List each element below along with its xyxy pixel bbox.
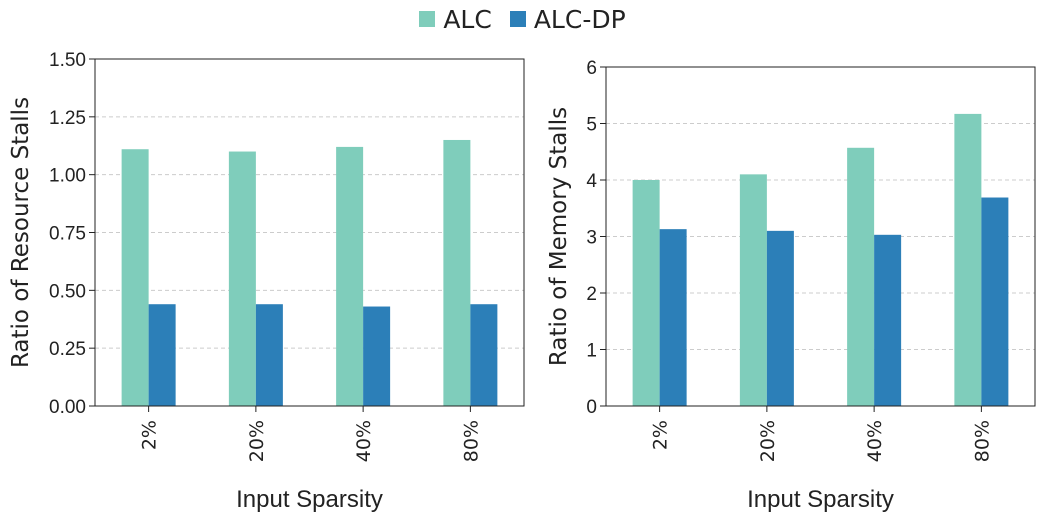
chart0-xtick-label: 2% bbox=[139, 420, 161, 450]
chart0-ytick-label: 0.25 bbox=[49, 339, 86, 360]
chart1-xtick-label: 2% bbox=[650, 420, 672, 450]
chart0-bar-alc-dp-0 bbox=[148, 304, 176, 406]
chart0-bar-alc-2 bbox=[336, 146, 364, 406]
chart0-xtick-label: 20% bbox=[246, 420, 268, 462]
chart0-ytick-label: 0.00 bbox=[49, 397, 86, 418]
chart1-ytick-label: 6 bbox=[586, 58, 597, 79]
chart1-ytick-label: 2 bbox=[586, 284, 597, 305]
chart-legend: ALC ALC-DP bbox=[0, 0, 1045, 38]
chart1-ytick-label: 1 bbox=[586, 341, 597, 362]
chart0-ytick-label: 1.00 bbox=[49, 166, 86, 187]
chart0-ytick-label: 0.50 bbox=[49, 281, 86, 302]
chart0-y-axis-label: Ratio of Resource Stalls bbox=[8, 97, 34, 368]
chart1-bar-alc-2 bbox=[847, 147, 875, 407]
chart1-bar-alc-dp-2 bbox=[874, 234, 902, 406]
chart0-xtick-label: 80% bbox=[460, 420, 482, 462]
legend-label-alc: ALC bbox=[443, 4, 492, 34]
chart0-xtick-label: 40% bbox=[353, 420, 375, 462]
chart0-bar-alc-1 bbox=[228, 151, 256, 406]
chart0-bar-alc-dp-3 bbox=[470, 304, 498, 406]
chart1-bar-alc-3 bbox=[954, 113, 982, 407]
legend-label-alc-dp: ALC-DP bbox=[533, 4, 626, 34]
chart1-bar-alc-0 bbox=[632, 180, 660, 406]
chart1-bar-alc-1 bbox=[739, 174, 767, 406]
chart0-bar-alc-0 bbox=[121, 149, 149, 406]
chart1-bar-alc-dp-3 bbox=[981, 197, 1009, 406]
chart0-ytick-label: 0.75 bbox=[49, 224, 86, 245]
chart1-ytick-label: 0 bbox=[586, 397, 597, 418]
chart0-ytick-label: 1.50 bbox=[49, 50, 86, 71]
legend-swatch-alc bbox=[419, 11, 436, 27]
chart1-xtick-label: 40% bbox=[864, 420, 886, 462]
chart1-bar-alc-dp-0 bbox=[659, 229, 687, 406]
chart1-x-axis-label: Input Sparsity bbox=[747, 486, 894, 513]
chart1-xtick-label: 80% bbox=[971, 420, 993, 462]
chart1-axes-frame bbox=[605, 66, 1036, 407]
chart0-bar-alc-dp-2 bbox=[363, 306, 391, 406]
chart1-y-axis-label: Ratio of Memory Stalls bbox=[546, 107, 572, 366]
chart0-bar-alc-3 bbox=[443, 139, 471, 406]
chart1-bar-alc-dp-1 bbox=[766, 230, 794, 406]
chart0-bar-alc-dp-1 bbox=[255, 304, 283, 406]
chart1-ytick-label: 3 bbox=[586, 228, 597, 249]
legend-item-alc: ALC bbox=[419, 5, 492, 34]
chart1-xtick-label: 20% bbox=[757, 420, 779, 462]
chart1-ytick-label: 5 bbox=[586, 115, 597, 136]
legend-swatch-alc-dp bbox=[509, 11, 526, 27]
chart0-x-axis-label: Input Sparsity bbox=[236, 486, 383, 513]
legend-item-alc-dp: ALC-DP bbox=[509, 4, 626, 34]
chart0-axes-frame bbox=[94, 58, 525, 407]
chart1-ytick-label: 4 bbox=[586, 171, 597, 192]
chart0-ytick-label: 1.25 bbox=[49, 108, 86, 129]
